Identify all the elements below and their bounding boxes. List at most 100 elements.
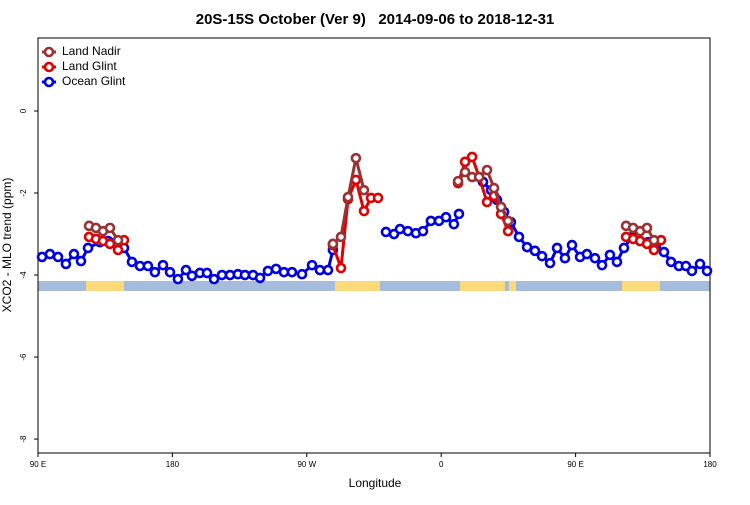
legend-marker	[43, 46, 55, 58]
data-point	[164, 266, 176, 278]
data-point	[641, 222, 653, 234]
y-tick-label: -8	[19, 435, 28, 443]
data-point	[358, 184, 370, 196]
data-point	[513, 231, 525, 243]
x-axis-label: Longitude	[349, 476, 402, 490]
x-tick-label: 0	[439, 460, 444, 469]
data-point	[453, 208, 465, 220]
data-point	[536, 250, 548, 262]
data-point	[82, 242, 94, 254]
x-tick-label: 180	[703, 460, 717, 469]
data-point	[466, 151, 478, 163]
data-point	[322, 264, 334, 276]
data-point	[502, 225, 514, 237]
data-point	[112, 244, 124, 256]
data-point	[262, 265, 274, 277]
data-point	[701, 265, 713, 277]
land-patch	[335, 281, 380, 291]
data-point	[104, 222, 116, 234]
data-point	[327, 238, 339, 250]
data-point	[473, 171, 485, 183]
data-point	[665, 256, 677, 268]
data-point	[208, 273, 220, 285]
data-point	[180, 264, 192, 276]
data-point	[440, 211, 452, 223]
data-point	[52, 251, 64, 263]
y-tick-label: -2	[19, 189, 28, 197]
data-point	[172, 273, 184, 285]
data-point	[581, 248, 593, 260]
data-point	[488, 182, 500, 194]
data-point	[335, 262, 347, 274]
y-tick-label: 0	[19, 108, 28, 113]
data-point	[502, 215, 514, 227]
data-point	[604, 249, 616, 261]
x-tick-label: 90 E	[567, 460, 583, 469]
legend-marker	[43, 61, 55, 73]
data-point	[658, 246, 670, 258]
data-point	[335, 231, 347, 243]
data-point	[618, 242, 630, 254]
data-point	[372, 192, 384, 204]
data-point	[60, 258, 72, 270]
data-point	[529, 245, 541, 257]
data-point	[686, 265, 698, 277]
legend-label: Land Nadir	[62, 44, 121, 58]
data-point	[306, 259, 318, 271]
data-point	[566, 239, 578, 251]
x-tick-label: 90 W	[297, 460, 316, 469]
legend-label: Land Glint	[62, 59, 117, 73]
data-point	[142, 260, 154, 272]
x-tick-label: 180	[166, 460, 180, 469]
legend-label: Ocean Glint	[62, 74, 126, 88]
surface-mask	[38, 281, 710, 291]
data-point	[75, 255, 87, 267]
data-point	[495, 201, 507, 213]
data-point	[481, 196, 493, 208]
data-point	[201, 267, 213, 279]
x-tick-label: 90 E	[30, 460, 46, 469]
y-tick-label: -4	[19, 271, 28, 279]
data-point	[589, 252, 601, 264]
chart-title: 20S-15S October (Ver 9) 2014-09-06 to 20…	[196, 11, 555, 28]
data-point	[402, 225, 414, 237]
data-point	[559, 252, 571, 264]
data-point	[104, 238, 116, 250]
data-point	[544, 257, 556, 269]
land-patch	[460, 281, 505, 291]
data-point	[459, 156, 471, 168]
data-point	[296, 268, 308, 280]
data-point	[286, 266, 298, 278]
land-patch	[509, 281, 516, 291]
data-point	[126, 256, 138, 268]
data-point	[149, 266, 161, 278]
data-point	[448, 218, 460, 230]
data-point	[350, 152, 362, 164]
data-point	[157, 259, 169, 271]
data-point	[481, 164, 493, 176]
data-point	[342, 191, 354, 203]
land-patch	[86, 281, 124, 291]
data-point	[380, 226, 392, 238]
data-point	[452, 175, 464, 187]
data-point	[254, 272, 266, 284]
data-point	[68, 248, 80, 260]
plot-frame	[37, 37, 711, 454]
data-point	[596, 259, 608, 271]
data-point	[648, 244, 660, 256]
data-point	[521, 241, 533, 253]
land-patch	[622, 281, 660, 291]
legend-marker	[43, 76, 55, 88]
data-point	[611, 256, 623, 268]
data-point	[551, 242, 563, 254]
y-tick-label: -6	[19, 353, 28, 361]
data-point	[417, 225, 429, 237]
data-point	[358, 205, 370, 217]
data-point	[648, 234, 660, 246]
data-point	[459, 166, 471, 178]
data-point	[694, 258, 706, 270]
y-axis-label: XCO2 - MLO trend (ppm)	[0, 178, 14, 313]
data-point	[112, 234, 124, 246]
